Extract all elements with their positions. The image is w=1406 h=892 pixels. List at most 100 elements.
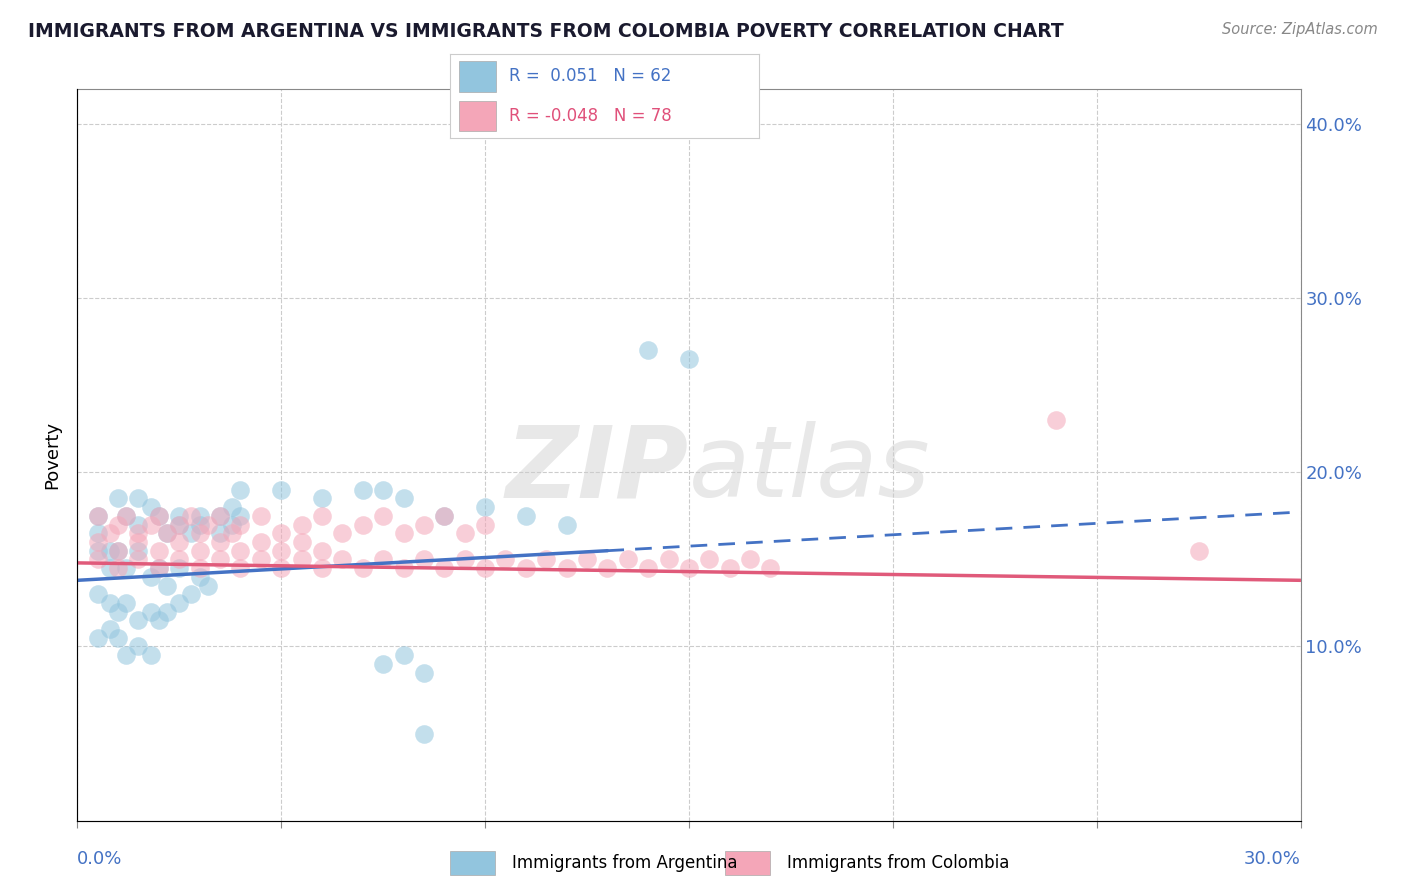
Point — [169, 517, 191, 532]
Point — [87, 526, 110, 541]
Point — [392, 526, 415, 541]
Point — [169, 535, 191, 549]
Point — [371, 483, 394, 497]
Text: Source: ZipAtlas.com: Source: ZipAtlas.com — [1222, 22, 1378, 37]
Point — [454, 526, 477, 541]
Point — [128, 552, 150, 566]
Point — [169, 552, 191, 566]
Point — [87, 543, 110, 558]
Point — [128, 535, 150, 549]
Point — [115, 596, 138, 610]
Point — [740, 552, 762, 566]
Point — [87, 508, 110, 523]
Point — [1188, 543, 1211, 558]
Point — [169, 561, 191, 575]
FancyBboxPatch shape — [460, 101, 496, 131]
Text: 0.0%: 0.0% — [77, 850, 122, 868]
Point — [454, 552, 477, 566]
Point — [180, 508, 202, 523]
Point — [98, 596, 121, 610]
Point — [180, 526, 202, 541]
Text: atlas: atlas — [689, 421, 931, 518]
FancyBboxPatch shape — [450, 851, 495, 875]
Point — [156, 526, 179, 541]
Text: IMMIGRANTS FROM ARGENTINA VS IMMIGRANTS FROM COLOMBIA POVERTY CORRELATION CHART: IMMIGRANTS FROM ARGENTINA VS IMMIGRANTS … — [28, 22, 1064, 41]
Point — [637, 343, 659, 358]
Point — [148, 613, 170, 627]
Point — [128, 543, 150, 558]
Point — [371, 552, 394, 566]
Point — [209, 508, 232, 523]
FancyBboxPatch shape — [725, 851, 770, 875]
Point — [311, 491, 333, 506]
Point — [107, 543, 129, 558]
Point — [221, 526, 243, 541]
Point — [332, 526, 354, 541]
Point — [291, 552, 314, 566]
Point — [474, 500, 496, 515]
Point — [474, 517, 496, 532]
Point — [311, 561, 333, 575]
Text: R = -0.048   N = 78: R = -0.048 N = 78 — [509, 107, 672, 125]
Point — [115, 561, 138, 575]
Point — [128, 613, 150, 627]
Point — [678, 352, 700, 367]
Point — [311, 543, 333, 558]
Point — [1045, 413, 1067, 427]
Point — [221, 517, 243, 532]
Point — [229, 543, 252, 558]
Point — [270, 561, 292, 575]
Text: ZIP: ZIP — [506, 421, 689, 518]
Point — [188, 570, 211, 584]
Point — [209, 526, 232, 541]
Point — [188, 543, 211, 558]
Y-axis label: Poverty: Poverty — [44, 421, 62, 489]
Point — [115, 648, 138, 663]
Point — [87, 508, 110, 523]
Point — [148, 508, 170, 523]
Point — [188, 561, 211, 575]
Text: Immigrants from Argentina: Immigrants from Argentina — [512, 854, 737, 872]
Point — [148, 508, 170, 523]
Text: 30.0%: 30.0% — [1244, 850, 1301, 868]
Point — [311, 508, 333, 523]
Point — [188, 517, 211, 532]
Point — [107, 491, 129, 506]
Point — [128, 517, 150, 532]
Point — [392, 561, 415, 575]
Point — [352, 517, 374, 532]
Point — [87, 587, 110, 601]
Point — [229, 517, 252, 532]
Point — [156, 605, 179, 619]
Point — [197, 578, 219, 592]
Point — [658, 552, 681, 566]
Point — [107, 605, 129, 619]
Point — [413, 665, 436, 680]
Point — [209, 535, 232, 549]
Point — [392, 491, 415, 506]
Point — [229, 483, 252, 497]
Point — [515, 508, 537, 523]
Point — [250, 508, 273, 523]
Point — [197, 517, 219, 532]
Point — [98, 543, 121, 558]
Point — [98, 622, 121, 636]
Point — [229, 508, 252, 523]
Point — [87, 552, 110, 566]
Point — [474, 561, 496, 575]
Point — [699, 552, 721, 566]
Point — [270, 483, 292, 497]
Point — [139, 605, 162, 619]
FancyBboxPatch shape — [460, 62, 496, 92]
Point — [180, 587, 202, 601]
Point — [433, 561, 456, 575]
Point — [87, 535, 110, 549]
Point — [221, 500, 243, 515]
Point — [107, 543, 129, 558]
Point — [148, 543, 170, 558]
Point — [433, 508, 456, 523]
Point — [188, 526, 211, 541]
Point — [515, 561, 537, 575]
Point — [617, 552, 640, 566]
Point — [413, 552, 436, 566]
